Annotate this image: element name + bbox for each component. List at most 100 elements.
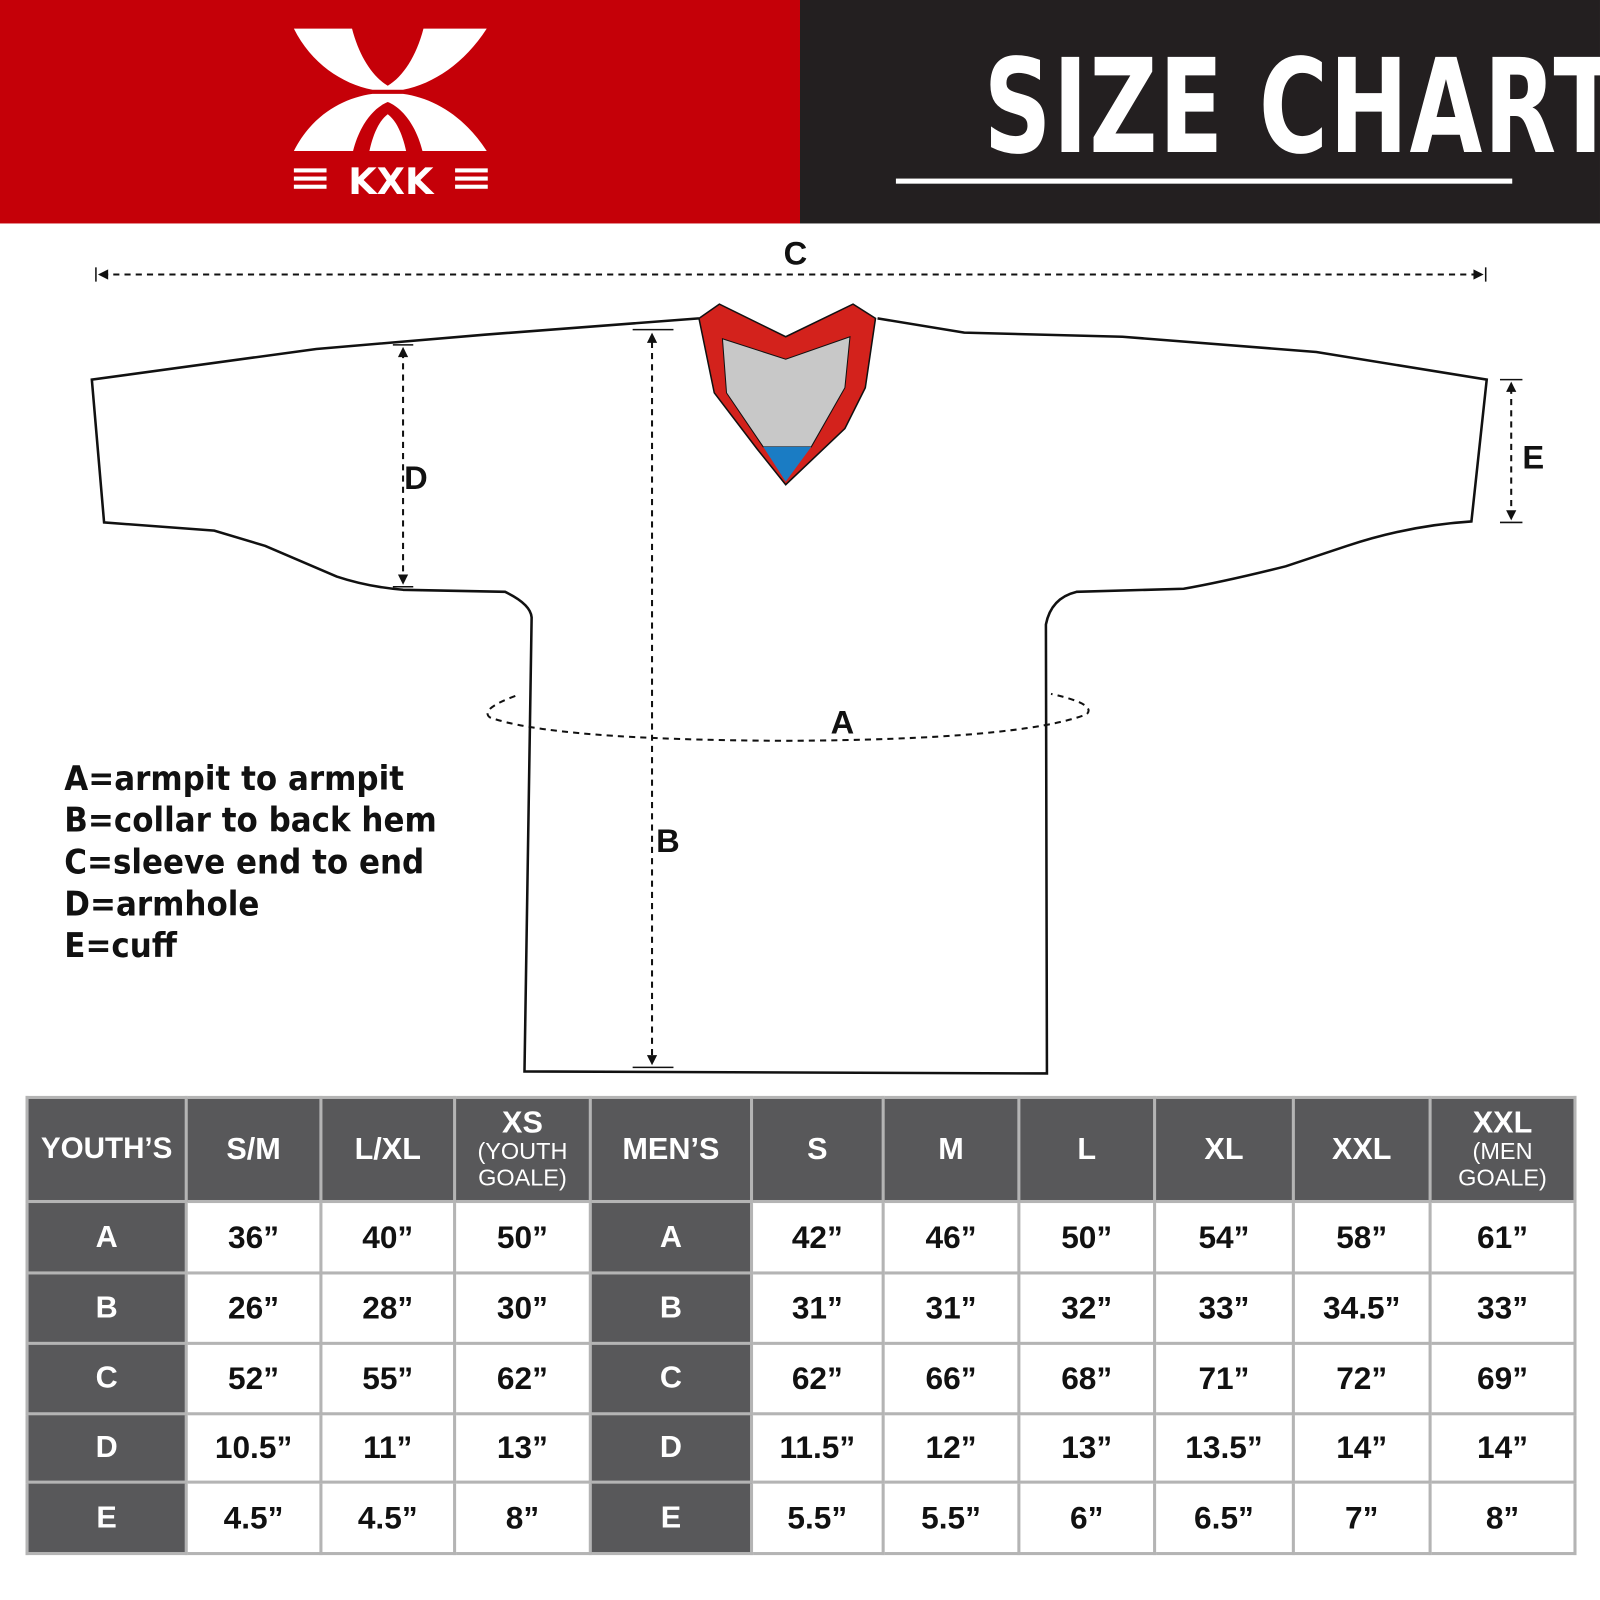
size-header: S <box>749 1095 885 1204</box>
size-label: XXL <box>1472 1105 1533 1140</box>
row-label: B <box>588 1271 754 1345</box>
size-header: XXL (MEN GOALE) <box>1428 1095 1577 1204</box>
youth-value: 50” <box>453 1199 592 1275</box>
size-header: XL <box>1153 1095 1295 1204</box>
title-underline <box>895 178 1513 184</box>
men-value: 5.5” <box>881 1480 1021 1556</box>
measure-e-label: E <box>1522 438 1545 476</box>
row-label: A <box>25 1199 188 1275</box>
size-sublabel: (MEN GOALE) <box>1458 1137 1547 1191</box>
kxk-logo: KXK <box>293 28 488 203</box>
table-row: A 36” 40” 50” A 42” 46” 50” 54” 58” 61” <box>25 1199 1577 1275</box>
size-label: M <box>938 1132 964 1166</box>
youth-value: 55” <box>319 1341 457 1416</box>
youth-value: 11” <box>319 1412 457 1484</box>
men-value: 6.5” <box>1153 1480 1295 1556</box>
row-label: E <box>588 1480 754 1556</box>
legend-item: B=collar to back hem <box>64 799 437 840</box>
jersey-outline <box>90 317 1489 1075</box>
row-label: A <box>588 1199 754 1275</box>
row-label: D <box>588 1412 754 1484</box>
header-title-panel <box>799 0 1600 224</box>
size-label: XL <box>1204 1132 1244 1166</box>
collar <box>698 303 877 486</box>
youth-header: YOUTH’S <box>25 1095 188 1204</box>
men-value: 6” <box>1017 1480 1157 1556</box>
size-label: L/XL <box>354 1132 421 1166</box>
men-value: 11.5” <box>749 1412 885 1484</box>
men-value: 32” <box>1017 1271 1157 1345</box>
men-value: 54” <box>1153 1199 1295 1275</box>
men-value: 14” <box>1291 1412 1432 1484</box>
legend-item: C=sleeve end to end <box>64 841 425 882</box>
youth-value: 30” <box>453 1271 592 1345</box>
men-value: 13” <box>1017 1412 1157 1484</box>
men-header: MEN’S <box>588 1095 754 1204</box>
header-brand-panel: KXK <box>0 0 800 224</box>
men-value: 13.5” <box>1153 1412 1295 1484</box>
table-row: C 52” 55” 62” C 62” 66” 68” 71” 72” 69” <box>25 1341 1577 1416</box>
youth-value: 62” <box>453 1341 592 1416</box>
men-value: 68” <box>1017 1341 1157 1416</box>
row-label: E <box>25 1480 188 1556</box>
page-title: SIZE CHART <box>983 31 1600 184</box>
men-value: 31” <box>749 1271 885 1345</box>
jersey-diagram <box>90 267 1523 1075</box>
men-value: 62” <box>749 1341 885 1416</box>
row-label: D <box>25 1412 188 1484</box>
size-header: XXL <box>1291 1095 1432 1204</box>
men-value: 46” <box>881 1199 1021 1275</box>
table-row: D 10.5” 11” 13” D 11.5” 12” 13” 13.5” 14” 14” <box>25 1412 1577 1484</box>
men-value: 31” <box>881 1271 1021 1345</box>
men-value: 42” <box>749 1199 885 1275</box>
measure-d-label: D <box>404 459 428 496</box>
men-value: 33” <box>1428 1271 1577 1345</box>
youth-value: 4.5” <box>184 1480 323 1556</box>
table-row: E 4.5” 4.5” 8” E 5.5” 5.5” 6” 6.5” 7” 8” <box>25 1480 1577 1556</box>
men-value: 7” <box>1291 1480 1432 1556</box>
youth-value: 36” <box>184 1199 323 1275</box>
table-row: B 26” 28” 30” B 31” 31” 32” 33” 34.5” 33” <box>25 1271 1577 1345</box>
youth-value: 26” <box>184 1271 323 1345</box>
men-value: 34.5” <box>1291 1271 1432 1345</box>
men-value: 58” <box>1291 1199 1432 1275</box>
men-value: 72” <box>1291 1341 1432 1416</box>
men-value: 69” <box>1428 1341 1577 1416</box>
men-value: 12” <box>881 1412 1021 1484</box>
brand-wordmark: KXK <box>348 160 435 203</box>
measurement-legend: A=armpit to armpit B=collar to back hem … <box>64 757 436 966</box>
men-value: 71” <box>1153 1341 1295 1416</box>
size-header: S/M <box>184 1095 323 1204</box>
legend-item: E=cuff <box>64 925 177 966</box>
men-value: 50” <box>1017 1199 1157 1275</box>
youth-value: 40” <box>319 1199 457 1275</box>
legend-item: D=armhole <box>64 883 260 924</box>
size-sublabel: (YOUTH GOALE) <box>477 1137 568 1191</box>
measure-a-ellipse <box>486 692 1090 742</box>
men-value: 33” <box>1153 1271 1295 1345</box>
table-header-row: YOUTH’S S/M L/XL XS (YOUTH GOALE) MEN’S S M L XL X… <box>25 1095 1577 1204</box>
size-label: XXL <box>1331 1132 1392 1166</box>
men-value: 5.5” <box>749 1480 885 1556</box>
youth-value: 10.5” <box>184 1412 323 1484</box>
youth-value: 52” <box>184 1341 323 1416</box>
size-table: YOUTH’S S/M L/XL XS (YOUTH GOALE) MEN’S S M L XL X… <box>25 1095 1577 1556</box>
size-header: XS (YOUTH GOALE) <box>453 1095 592 1204</box>
size-label: S/M <box>226 1132 281 1166</box>
legend-item: A=armpit to armpit <box>64 758 405 798</box>
youth-value: 28” <box>319 1271 457 1345</box>
size-header: L/XL <box>319 1095 457 1204</box>
size-header: M <box>881 1095 1021 1204</box>
men-value: 61” <box>1428 1199 1577 1275</box>
measure-b-label: B <box>656 822 680 860</box>
row-label: C <box>25 1341 188 1416</box>
size-header: L <box>1017 1095 1157 1204</box>
measure-a-label: A <box>830 704 855 741</box>
size-label: S <box>807 1132 828 1166</box>
measure-c-label: C <box>783 234 808 272</box>
youth-value: 4.5” <box>319 1480 457 1556</box>
men-value: 8” <box>1428 1480 1577 1556</box>
size-label: L <box>1077 1132 1097 1166</box>
youth-value: 8” <box>453 1480 592 1556</box>
size-label: XS <box>502 1105 543 1140</box>
